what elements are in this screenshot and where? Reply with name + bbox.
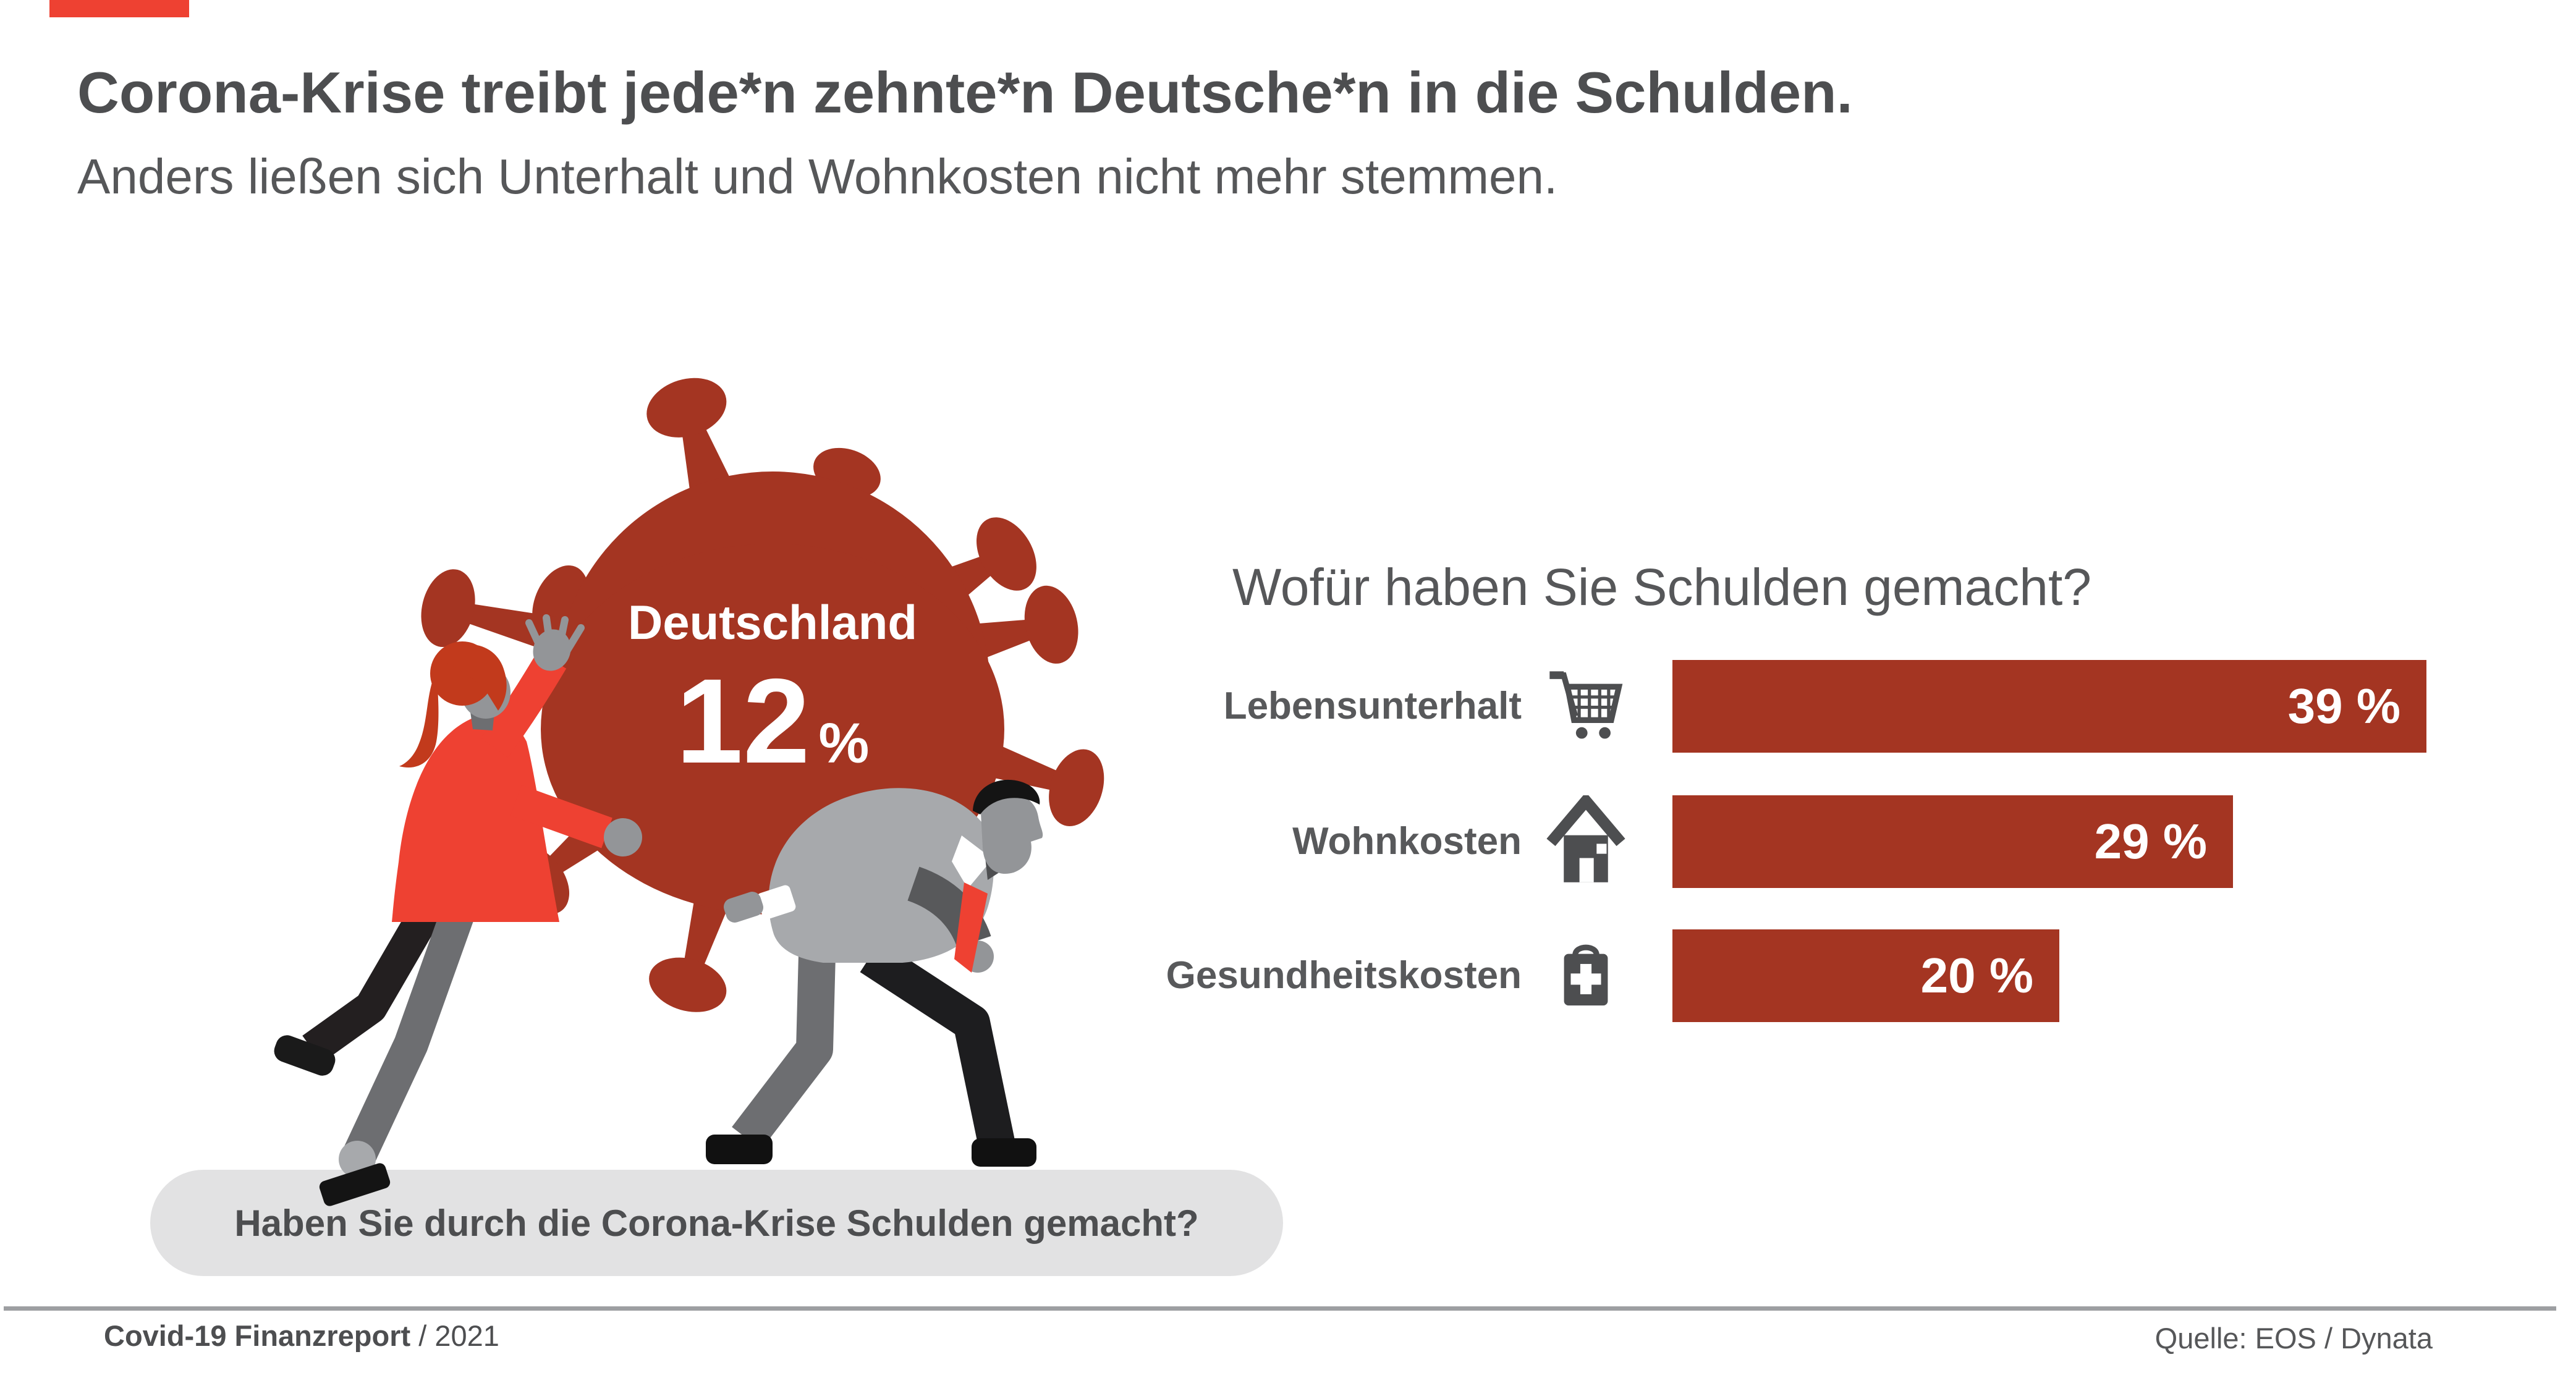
bar-label-lebensunterhalt: Lebensunterhalt	[1223, 685, 1522, 727]
virus-percent-value: 12	[676, 654, 810, 789]
question-pill-text: Haben Sie durch die Corona-Krise Schulde…	[234, 1202, 1199, 1244]
page-subtitle: Anders ließen sich Unterhalt und Wohnkos…	[77, 149, 1558, 204]
bar-row: Lebensunterhalt 39 %	[0, 660, 2576, 753]
bar-value-label: 20 %	[1920, 948, 2033, 1003]
first-aid-kit-icon	[1536, 929, 1635, 1022]
bar-gesundheitskosten: 20 %	[1672, 929, 2059, 1022]
house-icon	[1536, 795, 1635, 888]
brand-accent-bar	[49, 0, 189, 17]
footer-source: Quelle: EOS / Dynata	[2154, 1322, 2433, 1355]
virus-percent-unit: %	[818, 712, 870, 775]
chart-title: Wofür haben Sie Schulden gemacht?	[1232, 558, 2092, 616]
bar-value-label: 29 %	[2094, 814, 2207, 869]
bar-label-wohnkosten: Wohnkosten	[1292, 820, 1522, 863]
bar-label-gesundheitskosten: Gesundheitskosten	[1166, 954, 1522, 997]
virus-percent: 12 %	[584, 661, 961, 782]
bar-row: Wohnkosten 29 %	[0, 795, 2576, 888]
footer-report-year: / 2021	[410, 1319, 499, 1352]
page-title: Corona-Krise treibt jede*n zehnte*n Deut…	[77, 60, 1853, 125]
footer-divider	[4, 1306, 2556, 1311]
bar-row: Gesundheitskosten 20 %	[0, 929, 2576, 1022]
bar-wohnkosten: 29 %	[1672, 795, 2233, 888]
bar-value-label: 39 %	[2287, 679, 2400, 734]
footer-report-title: Covid-19 Finanzreport	[104, 1319, 411, 1352]
bar-lebensunterhalt: 39 %	[1672, 660, 2426, 753]
footer-report: Covid-19 Finanzreport / 2021	[104, 1319, 499, 1353]
shopping-cart-icon	[1536, 660, 1635, 753]
virus-country-label: Deutschland	[627, 595, 918, 649]
